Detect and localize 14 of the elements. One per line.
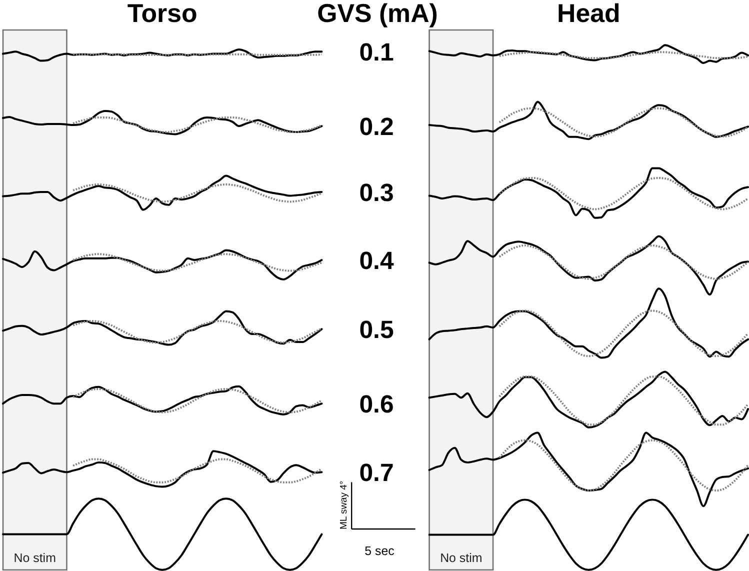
series-label: 0.1 [359,38,394,67]
series-label: 0.4 [359,246,394,275]
text: GVS (mA) [317,0,438,28]
text: ML sway 4° [338,480,350,530]
text: 5 sec [364,544,394,558]
series-label: 0.6 [359,390,394,419]
series-label: 0.3 [359,178,394,207]
series-label: 0.5 [359,316,394,344]
chart-title: Head [557,0,620,28]
chart-title: Torso [127,0,198,28]
series-label: 0.7 [359,459,394,488]
series-label: 0.2 [359,113,394,142]
series-label: No stim [14,550,56,565]
series-label: No stim [440,550,482,565]
